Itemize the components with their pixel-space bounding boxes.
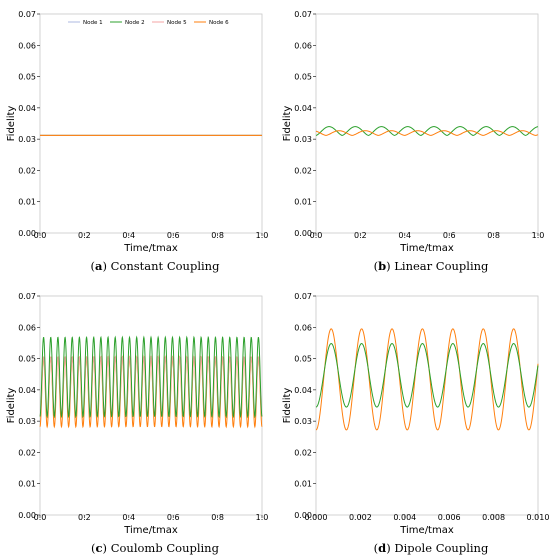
panel-a-ytick-label: 0.05 [18,73,36,82]
panel-c-xlabel: Time/tmax [123,525,178,536]
panel-d-xtick-label: 0.000 [305,513,328,522]
panel-a-legend-label-4: Node 6 [209,20,229,26]
panel-a-xtick-label: 0.6 [167,231,180,240]
panel-b-xtick-label: 0.4 [398,231,411,240]
panel-d-plot-area [315,295,539,516]
panel-b-ytick-label: 0.01 [294,198,312,207]
panel-c-ytick-label: 0.03 [18,417,36,426]
panel-d-xtick-label: 0.008 [482,513,505,522]
panel-c-series-2-line [39,335,263,419]
panel-b-xlabel: Time/tmax [399,243,454,254]
panel-a-xtick-label: 0.0 [34,231,47,240]
panel-b-ytick-label: 0.04 [294,104,312,113]
panel-d-xtick-label: 0.010 [527,513,550,522]
panel-b-series-0-line [315,126,539,136]
panel-b-ytick-label: 0.06 [294,41,312,50]
panel-a-ytick-label: 0.00 [18,229,36,238]
caption-b-text: Linear Coupling [394,259,489,273]
panel-d-ytick-label: 0.03 [294,417,312,426]
panel-c-plot-area [39,295,263,516]
panel-c-ytick-label: 0.07 [18,292,36,301]
panel-a-ytick-label: 0.01 [18,198,36,207]
panel-b-ytick-label: 0.07 [294,10,312,19]
panel-a-legend-label-2: Node 2 [125,20,145,26]
panel-b-ytick-label: 0.03 [294,135,312,144]
panel-d-xtick-label: 0.006 [438,513,461,522]
panel-a-xlabel: Time/tmax [123,243,178,254]
panel-c-xtick-label: 0.0 [34,513,47,522]
caption-b: (b) Linear Coupling [373,259,489,273]
panel-c: 0.00 0.01 0.02 0.03 0.04 0.05 0.06 0.07 0.0 0.2 0.… [6,292,268,536]
panel-d-ytick-label: 0.01 [294,480,312,489]
panel-d-xtick-label: 0.002 [349,513,372,522]
panel-b-xtick-label: 0.2 [354,231,367,240]
panel-a-xtick-label: 0.4 [122,231,135,240]
caption-d-letter: d [378,541,387,555]
panel-a-xtick-label: 0.8 [211,231,224,240]
panel-d-xlabel: Time/tmax [399,525,454,536]
panel-b-ytick-label: 0.05 [294,73,312,82]
panel-a-ytick-label: 0.06 [18,41,36,50]
panel-a-legend: Node 1 Node 2 Node 5 Node 6 [68,20,229,26]
caption-c-text: Coulomb Coupling [110,541,219,555]
panel-d-xtick-label: 0.004 [393,513,416,522]
panel-d-series-0-line [315,328,539,431]
panel-c-ytick-label: 0.06 [18,323,36,332]
panel-d-ytick-label: 0.02 [294,448,312,457]
caption-c: (c) Coulomb Coupling [91,541,219,555]
caption-a-letter: a [95,259,103,273]
panel-b-xtick-label: 0.6 [443,231,456,240]
panel-b-plot-area [315,13,539,234]
panel-c-ytick-label: 0.00 [18,511,36,520]
panel-a: 0.00 0.01 0.02 0.03 0.04 0.05 0.06 0.07 0.0 0.2 0.… [6,10,268,254]
panel-d: 0.00 0.01 0.02 0.03 0.04 0.05 0.06 0.07 0.000 0.0… [282,292,549,536]
panel-c-ytick-label: 0.05 [18,355,36,364]
panel-b-ytick-label: 0.00 [294,229,312,238]
panel-a-ytick-label: 0.02 [18,166,36,175]
panel-a-legend-label-3: Node 5 [167,20,187,26]
panel-a-ytick-label: 0.03 [18,135,36,144]
panel-b-xtick-label: 0.0 [310,231,323,240]
panel-d-ylabel: Fidelity [282,388,293,424]
panel-c-xtick-label: 0.6 [167,513,180,522]
caption-c-letter: c [95,541,103,555]
panel-b-ylabel: Fidelity [282,106,293,142]
panel-c-xtick-label: 0.4 [122,513,135,522]
panel-d-ytick-label: 0.05 [294,355,312,364]
panel-b-xtick-label: 1.0 [532,231,545,240]
panel-a-xtick-label: 0.2 [78,231,91,240]
panel-b-xtick-label: 0.8 [487,231,500,240]
panel-c-ytick-label: 0.04 [18,386,36,395]
panel-a-ytick-label: 0.04 [18,104,36,113]
panel-b: 0.00 0.01 0.02 0.03 0.04 0.05 0.06 0.07 0.0 0.2 0.… [282,10,544,254]
panel-d-series-1-line [315,343,539,408]
panel-b-series-1-line [315,130,539,136]
panel-d-ytick-label: 0.00 [294,511,312,520]
panel-d-ytick-label: 0.07 [294,292,312,301]
panel-a-ytick-label: 0.07 [18,10,36,19]
panel-c-xtick-label: 1.0 [256,513,269,522]
panel-d-ytick-label: 0.06 [294,323,312,332]
panel-d-ytick-label: 0.04 [294,386,312,395]
caption-a: (a) Constant Coupling [90,259,220,273]
panel-c-xtick-label: 0.8 [211,513,224,522]
caption-b-letter: b [378,259,387,273]
panel-b-ytick-label: 0.02 [294,166,312,175]
caption-d: (d) Dipole Coupling [373,541,489,555]
panel-a-legend-label-1: Node 1 [83,20,103,26]
panel-a-xtick-label: 1.0 [256,231,269,240]
panel-a-ylabel: Fidelity [6,106,17,142]
caption-d-text: Dipole Coupling [394,541,489,555]
panel-c-ytick-label: 0.01 [18,480,36,489]
panel-c-xtick-label: 0.2 [78,513,91,522]
caption-a-text: Constant Coupling [110,259,220,273]
panel-c-ytick-label: 0.02 [18,448,36,457]
panel-c-ylabel: Fidelity [6,388,17,424]
panel-a-plot-area [39,13,263,234]
